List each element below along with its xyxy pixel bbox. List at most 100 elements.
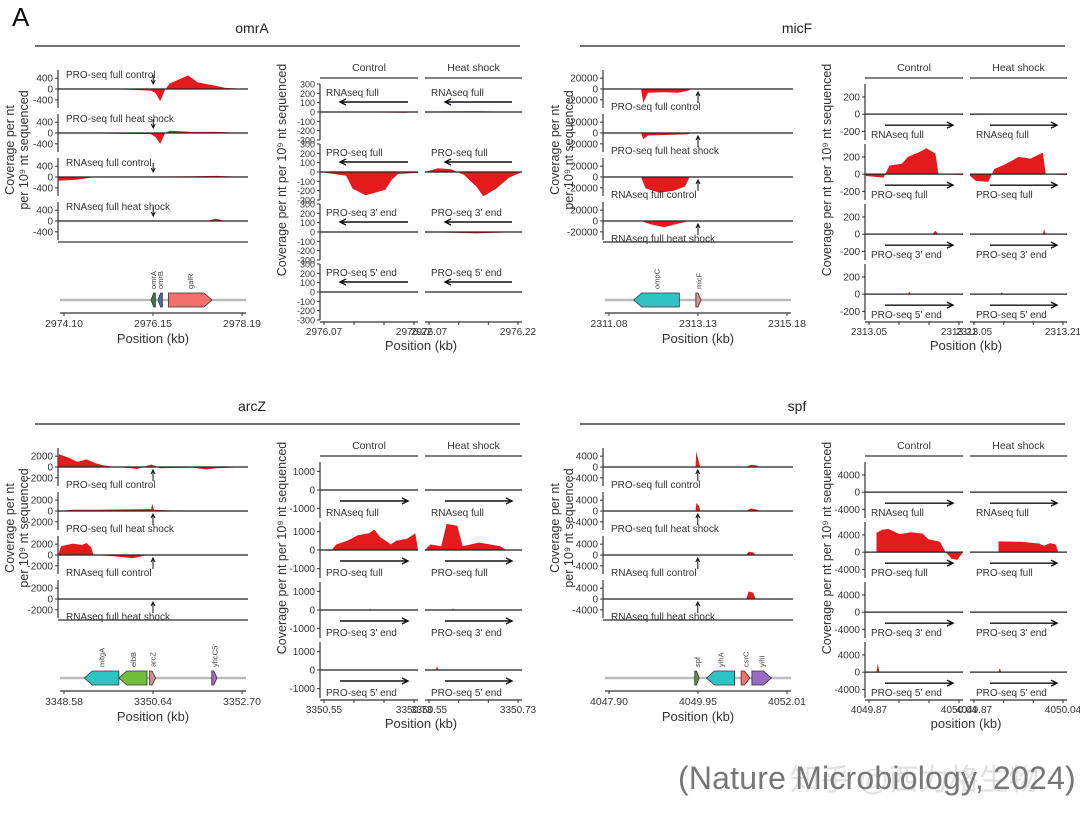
gene-label: yihA xyxy=(717,652,726,667)
track-label: PRO-seq full heat shock xyxy=(66,524,175,535)
track-label: RNAseq full xyxy=(326,508,379,519)
strand-arrow-right-icon xyxy=(990,241,1059,249)
strand-arrow-left-icon xyxy=(443,158,512,166)
strand-arrow-left-icon xyxy=(338,278,408,286)
gene-spf-icon xyxy=(694,670,700,686)
coverage-area xyxy=(603,591,793,599)
tss-marker-icon xyxy=(695,134,701,147)
y-tick-label: 300 xyxy=(300,80,315,90)
strand-arrow-right-icon xyxy=(885,301,955,309)
track-label: RNAseq full heat shock xyxy=(611,612,716,623)
x-tick-label: 2313.05 xyxy=(851,327,888,338)
coverage-area-heat_shock xyxy=(970,152,1067,182)
condition-label: Heat shock xyxy=(447,440,500,452)
gene-label: ompC xyxy=(653,268,662,289)
y-tick-label: 20000 xyxy=(570,162,598,173)
y-tick-label: -2000 xyxy=(27,517,53,528)
strand-arrow-right-icon xyxy=(990,499,1059,507)
track-label: PRO-seq full xyxy=(431,148,488,159)
x-tick-label: 3350.55 xyxy=(306,705,343,716)
coverage-area xyxy=(603,133,793,140)
coverage-area xyxy=(58,543,248,559)
strand-arrow-right-icon xyxy=(445,497,514,505)
x-axis-label: Position (kb) xyxy=(117,331,189,346)
track-label: RNAseq full heat shock xyxy=(66,202,171,213)
y-tick-label: 20000 xyxy=(570,74,598,85)
y-tick-label: 0 xyxy=(592,217,598,228)
track-label: RNAseq full xyxy=(871,508,924,519)
y-tick-label: 0 xyxy=(854,488,860,499)
y-tick-label: 0 xyxy=(47,463,53,474)
zoom-y-axis-label: Coverage per nt per 10⁹ nt sequenced xyxy=(275,64,289,276)
x-tick-label: 2976.22 xyxy=(396,327,433,338)
gene-label: yhcC5' xyxy=(210,644,219,667)
strand-arrow-right-icon xyxy=(990,619,1059,627)
strand-arrow-right-icon xyxy=(885,619,955,627)
x-tick-label: 2311.08 xyxy=(590,318,627,330)
zoom-track: 4000 0 -4000 PRO-seq 3' end PRO-seq 3' end xyxy=(834,582,1067,639)
y-tick-label: 100 xyxy=(300,218,315,228)
y-tick-label: 0 xyxy=(309,606,315,617)
y-tick-label: -2000 xyxy=(27,473,53,484)
y-tick-label: 0 xyxy=(310,108,315,118)
x-tick-label: 2976.15 xyxy=(134,318,172,330)
y-tick-label: -1000 xyxy=(289,504,315,515)
strand-arrow-left-icon xyxy=(443,218,512,226)
tss-marker-icon xyxy=(150,512,156,525)
y-tick-label: 20000 xyxy=(570,118,598,129)
y-tick-label: 200 xyxy=(300,89,315,99)
zoom-track: 200 0 -200 PRO-seq 3' end PRO-seq 3' end xyxy=(840,204,1067,261)
track-label: PRO-seq 3' end xyxy=(326,208,397,219)
y-tick-label: -100 xyxy=(297,237,315,247)
condition-label: Control xyxy=(897,62,931,74)
track-label: PRO-seq 5' end xyxy=(871,310,942,321)
y-tick-label: 0 xyxy=(854,170,860,181)
y-tick-label: -4000 xyxy=(572,605,598,616)
y-tick-label: 4000 xyxy=(838,590,861,601)
track-label: RNAseq full xyxy=(976,130,1029,141)
y-tick-label: 0 xyxy=(47,85,53,96)
y-tick-label: 400 xyxy=(36,206,53,217)
gene-title: spf xyxy=(788,398,807,414)
x-axis-label: Position (kb) xyxy=(662,331,734,346)
condition-label: Heat shock xyxy=(447,62,500,74)
track-label: RNAseq full control xyxy=(611,190,697,201)
x-tick-label: 2315.18 xyxy=(768,318,806,330)
strand-arrow-right-icon xyxy=(990,121,1059,129)
strand-arrow-left-icon xyxy=(338,218,408,226)
x-tick-label: 3350.73 xyxy=(500,705,537,716)
track-label: PRO-seq full xyxy=(976,190,1033,201)
y-tick-label: -1000 xyxy=(289,624,315,635)
strand-arrow-left-icon xyxy=(443,278,512,286)
y-tick-label: 0 xyxy=(309,486,315,497)
gene-label: galR xyxy=(186,273,195,289)
gene-yihI-icon xyxy=(751,670,773,686)
y-tick-label: 200 xyxy=(843,152,860,163)
track-label: RNAseq full control xyxy=(66,158,152,169)
y-tick-label: -4000 xyxy=(834,565,860,576)
y-tick-label: -4000 xyxy=(572,561,598,572)
overview-track: 4000-400 PRO-seq full heat shock xyxy=(33,114,248,152)
tss-marker-icon xyxy=(150,556,156,569)
zoom-track: 1000 0 -1000 RNAseq full RNAseq full xyxy=(289,462,522,519)
coverage-area xyxy=(603,451,793,467)
condition-label: Control xyxy=(352,440,386,452)
y-tick-label: 200 xyxy=(300,269,315,279)
y-tick-label: -2000 xyxy=(27,561,53,572)
tss-marker-icon xyxy=(150,600,156,613)
y-tick-label: 0 xyxy=(592,129,598,140)
track-label: RNAseq full xyxy=(326,88,379,99)
track-label: PRO-seq full xyxy=(326,148,383,159)
y-tick-label: 200 xyxy=(300,149,315,159)
track-label: RNAseq full xyxy=(431,508,484,519)
zoom-track: 200 0 -200 RNAseq full RNAseq full xyxy=(840,84,1067,141)
coverage-area xyxy=(58,75,248,102)
condition-label: Heat shock xyxy=(992,440,1045,452)
strand-arrow-right-icon xyxy=(340,557,410,565)
x-tick-label: 3350.55 xyxy=(411,705,448,716)
tss-marker-icon xyxy=(695,468,701,481)
x-tick-label: 2976.22 xyxy=(500,327,537,338)
